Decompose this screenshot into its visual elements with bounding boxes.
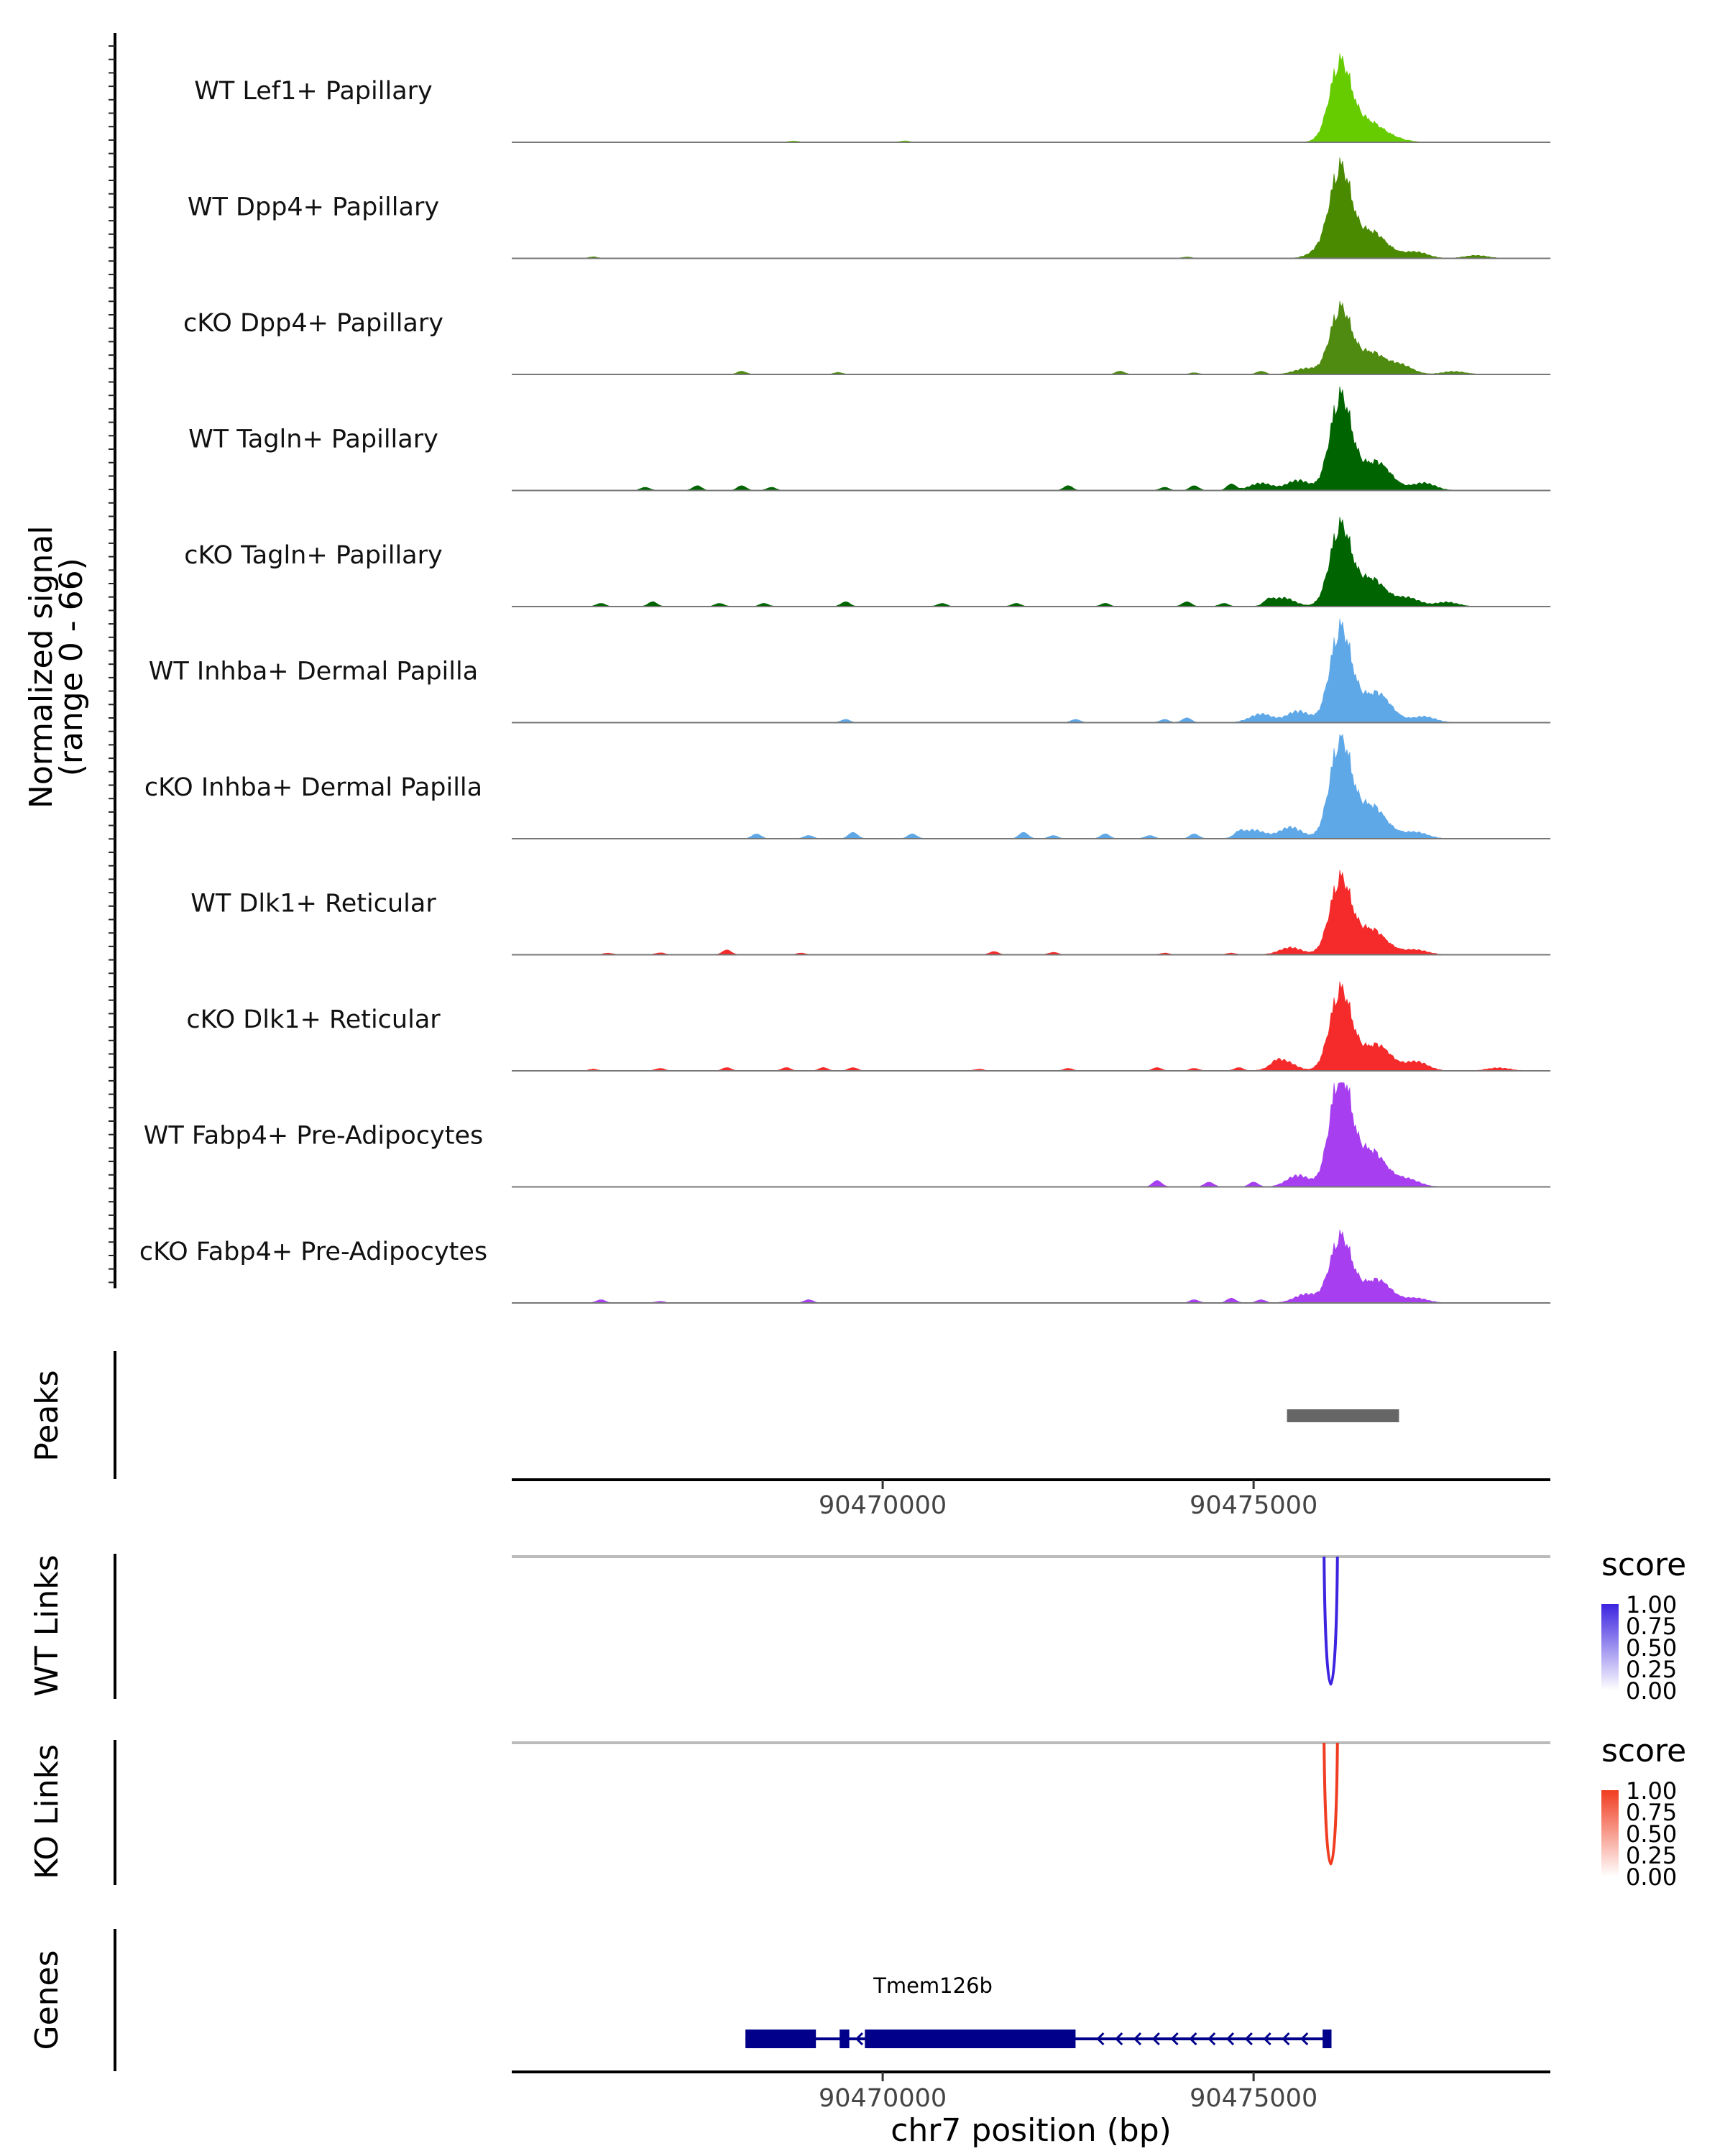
peak-interval (1287, 1409, 1399, 1422)
peaks-panel: Peaks 90470000 90475000 (29, 1351, 1550, 1520)
track-label: cKO Tagln+ Papillary (184, 541, 443, 570)
coverage-area (511, 53, 1551, 143)
track-label: WT Fabp4+ Pre-Adipocytes (144, 1122, 483, 1151)
coverage-area (511, 517, 1551, 607)
legend-title: score (1601, 1547, 1686, 1583)
legend-tick-label: 0.25 (1626, 1842, 1677, 1869)
coverage-y-label-line2: (range 0 - 66) (53, 558, 90, 776)
genes-x-tick-label: 90475000 (1190, 2084, 1317, 2113)
coverage-area (511, 1229, 1551, 1304)
track-label: cKO Dlk1+ Reticular (186, 1005, 441, 1034)
coverage-area (511, 300, 1551, 375)
strand-arrow (1300, 2032, 1309, 2046)
coverage-area (511, 1082, 1551, 1187)
strand-arrow (855, 2032, 864, 2046)
coverage-area (511, 981, 1551, 1072)
coverage-y-label-line1: Normalized signal (23, 525, 60, 808)
coverage-area (511, 157, 1551, 259)
track-label: WT Tagln+ Papillary (188, 425, 438, 454)
legend-tick-label: 0.50 (1626, 1820, 1677, 1848)
coverage-area (511, 386, 1551, 491)
legend-colorbar (1601, 1604, 1619, 1690)
gene-exon (745, 2030, 816, 2048)
strand-arrow (1115, 2032, 1123, 2046)
legend-tick-label: 1.00 (1626, 1777, 1677, 1805)
track-label: WT Inhba+ Dermal Papilla (149, 658, 478, 686)
link-arc (1322, 1556, 1339, 1686)
link-arc (1322, 1742, 1339, 1866)
strand-arrow (1096, 2032, 1105, 2046)
legend-tick-label: 0.75 (1626, 1613, 1677, 1640)
coverage-y-label: Normalized signal(range 0 - 66) (23, 525, 90, 808)
strand-arrow (1189, 2032, 1197, 2046)
track-label: cKO Dpp4+ Papillary (183, 309, 443, 338)
gene-exon (1322, 2030, 1332, 2048)
legend-tick-label: 0.75 (1626, 1799, 1677, 1826)
peaks-x-tick-label: 90475000 (1190, 1491, 1317, 1520)
coverage-panel: Normalized signal(range 0 - 66) WT Lef1+ … (23, 33, 1551, 1304)
legend-tick-label: 0.00 (1626, 1677, 1677, 1705)
links-label: KO Links (29, 1744, 65, 1879)
legend-tick-label: 1.00 (1626, 1591, 1677, 1618)
track-label: WT Dpp4+ Papillary (188, 193, 439, 222)
track-label: cKO Inhba+ Dermal Papilla (144, 773, 482, 802)
x-axis-title: chr7 position (bp) (891, 2112, 1172, 2149)
strand-arrow (1133, 2032, 1142, 2046)
strand-arrow (1208, 2032, 1216, 2046)
track-label: cKO Fabp4+ Pre-Adipocytes (139, 1238, 487, 1266)
legend-tick-label: 0.50 (1626, 1634, 1677, 1662)
coverage-area (511, 870, 1551, 955)
track-label: WT Dlk1+ Reticular (190, 890, 436, 918)
strand-arrow (1170, 2032, 1179, 2046)
gene-name: Tmem126b (873, 1973, 993, 1998)
peaks-label: Peaks (29, 1370, 65, 1461)
legend-colorbar (1601, 1790, 1619, 1876)
genes-panel: Genes Tmem126b 90470000 90475000 chr7 positi… (29, 1929, 1550, 2149)
strand-arrow (1263, 2032, 1271, 2046)
genes-label: Genes (29, 1950, 65, 2050)
strand-arrow (1282, 2032, 1290, 2046)
track-label: WT Lef1+ Papillary (194, 77, 433, 106)
strand-arrow (1151, 2032, 1160, 2046)
strand-arrow (1225, 2032, 1235, 2046)
legend-tick-label: 0.00 (1626, 1864, 1677, 1891)
coverage-area (511, 734, 1551, 839)
gene-exon (865, 2030, 1076, 2048)
strand-arrow (1244, 2032, 1253, 2046)
links-label: WT Links (29, 1554, 65, 1696)
legend-tick-label: 0.25 (1626, 1656, 1677, 1683)
genes-x-tick-label: 90470000 (819, 2084, 947, 2113)
peaks-x-tick-label: 90470000 (819, 1491, 947, 1520)
coverage-area (511, 618, 1551, 723)
gene-exon (840, 2030, 850, 2048)
legend-title: score (1601, 1733, 1686, 1769)
